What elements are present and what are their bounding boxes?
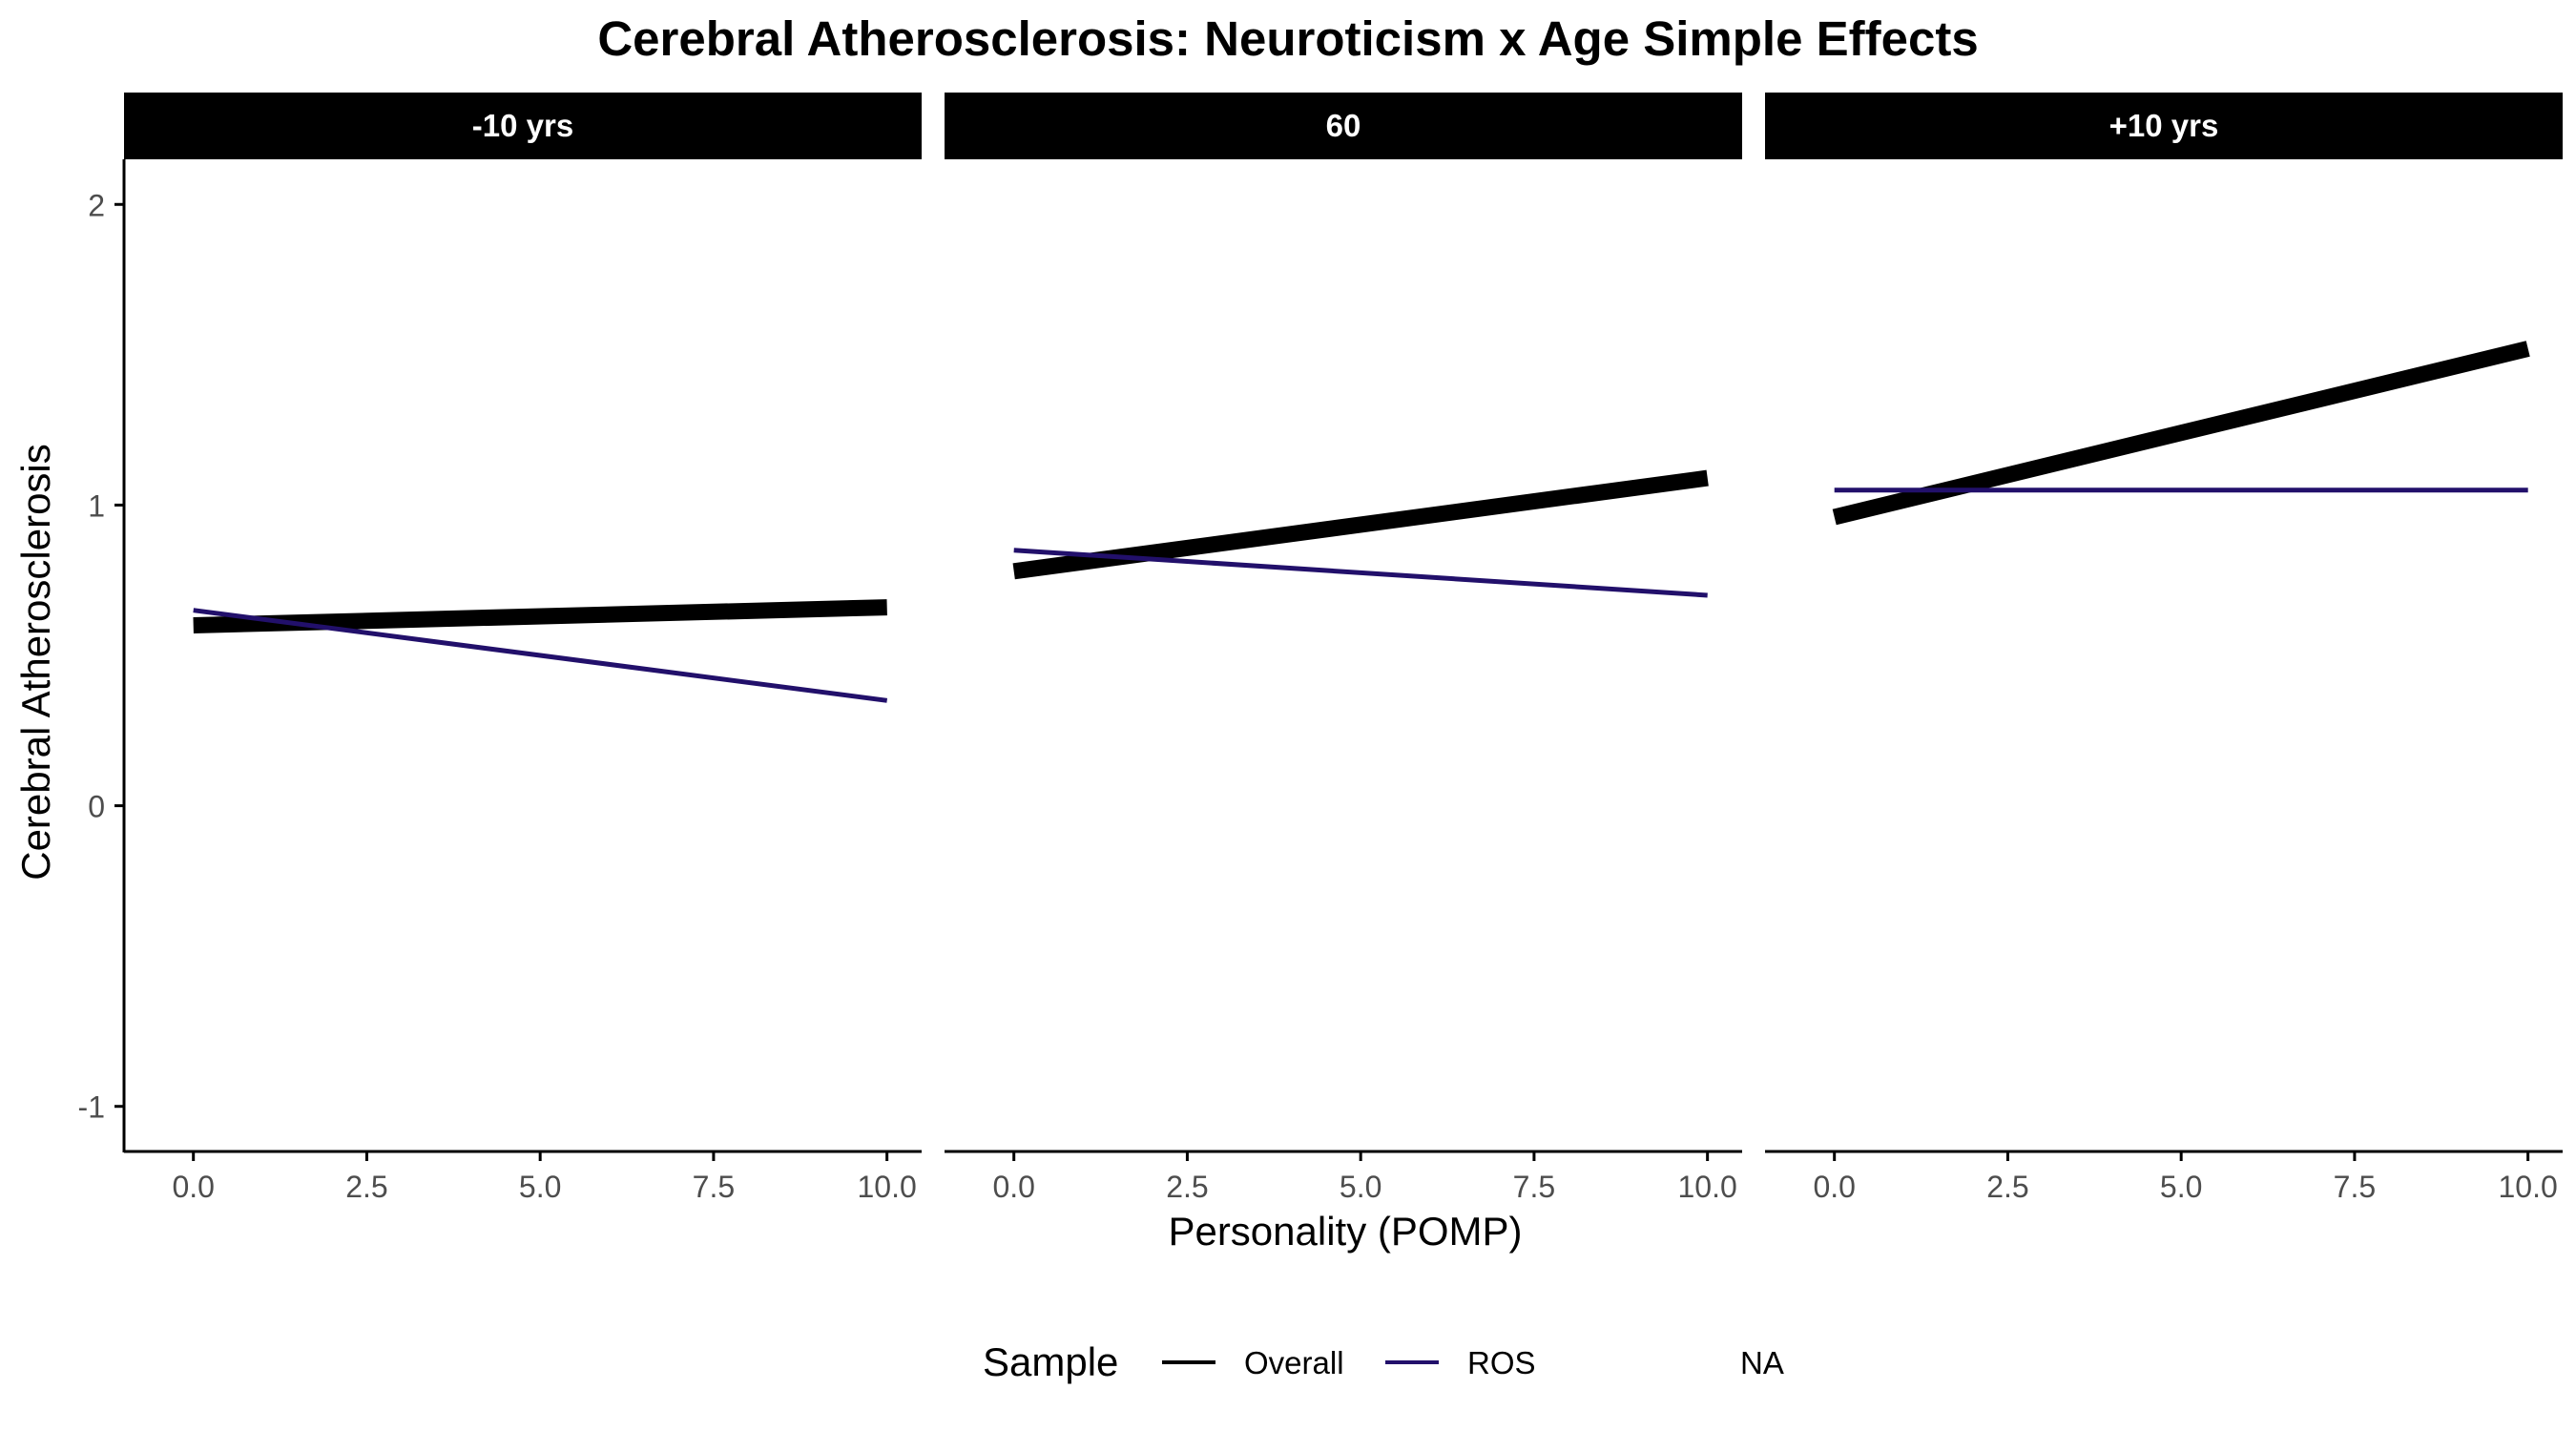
x-tick-label: 2.5 [1986, 1170, 2028, 1204]
x-tick-label: 7.5 [693, 1170, 735, 1204]
x-tick-label: 0.0 [1813, 1170, 1855, 1204]
chart-title: Cerebral Atherosclerosis: Neuroticism x … [597, 11, 1978, 66]
legend-entry: ROS [1385, 1345, 1536, 1380]
x-tick-label: 5.0 [519, 1170, 561, 1204]
legend-entry: Overall [1162, 1345, 1344, 1380]
legend-label: ROS [1467, 1345, 1536, 1380]
x-tick-label: 10.0 [858, 1170, 917, 1204]
y-axis-label: Cerebral Atherosclerosis [13, 444, 58, 881]
y-axis: -1 0 1 2 [78, 159, 126, 1152]
legend-title: Sample [983, 1339, 1118, 1384]
facet-strip [124, 93, 922, 159]
x-axis-label: Personality (POMP) [1168, 1209, 1522, 1254]
y-tick-label: 1 [88, 488, 105, 523]
facet-panel: -10 yrs 0.0 2.5 5.0 7.5 10.0 [124, 93, 922, 1204]
x-tick-label: 5.0 [2160, 1170, 2202, 1204]
x-tick-label: 10.0 [1678, 1170, 1737, 1204]
y-tick-label: 0 [88, 790, 105, 824]
x-tick-label: 7.5 [2334, 1170, 2376, 1204]
x-tick-label: 0.0 [992, 1170, 1034, 1204]
y-tick-label: 2 [88, 188, 105, 222]
x-tick-label: 0.0 [172, 1170, 214, 1204]
series-line-overall [193, 599, 887, 633]
facet-panel: +10 yrs 0.0 2.5 5.0 7.5 10.0 [1765, 93, 2563, 1204]
legend-entry: NA [1740, 1345, 1784, 1380]
y-tick-label: -1 [78, 1090, 105, 1125]
legend-label: NA [1740, 1345, 1784, 1380]
x-tick-label: 5.0 [1340, 1170, 1381, 1204]
legend-label: Overall [1244, 1345, 1344, 1380]
series-line-ros [193, 608, 888, 703]
facet-panels: -1 0 1 2 -10 yrs 0.0 2.5 5.0 7.5 10.0 60 0.0 2.5 5.0 7… [78, 93, 2563, 1204]
x-tick-label: 7.5 [1513, 1170, 1555, 1204]
facet-strip [945, 93, 1742, 159]
x-tick-label: 10.0 [2499, 1170, 2558, 1204]
facet-panel: 60 0.0 2.5 5.0 7.5 10.0 [945, 93, 1742, 1204]
facet-strip-label: -10 yrs [472, 108, 573, 143]
series-line-ros [1013, 548, 1708, 598]
facet-strip [1765, 93, 2563, 159]
legend: Sample Overall ROS NA [983, 1339, 1784, 1384]
x-tick-label: 2.5 [1166, 1170, 1208, 1204]
x-tick-label: 2.5 [345, 1170, 387, 1204]
facet-strip-label: 60 [1326, 108, 1361, 143]
facet-strip-label: +10 yrs [2109, 108, 2219, 143]
